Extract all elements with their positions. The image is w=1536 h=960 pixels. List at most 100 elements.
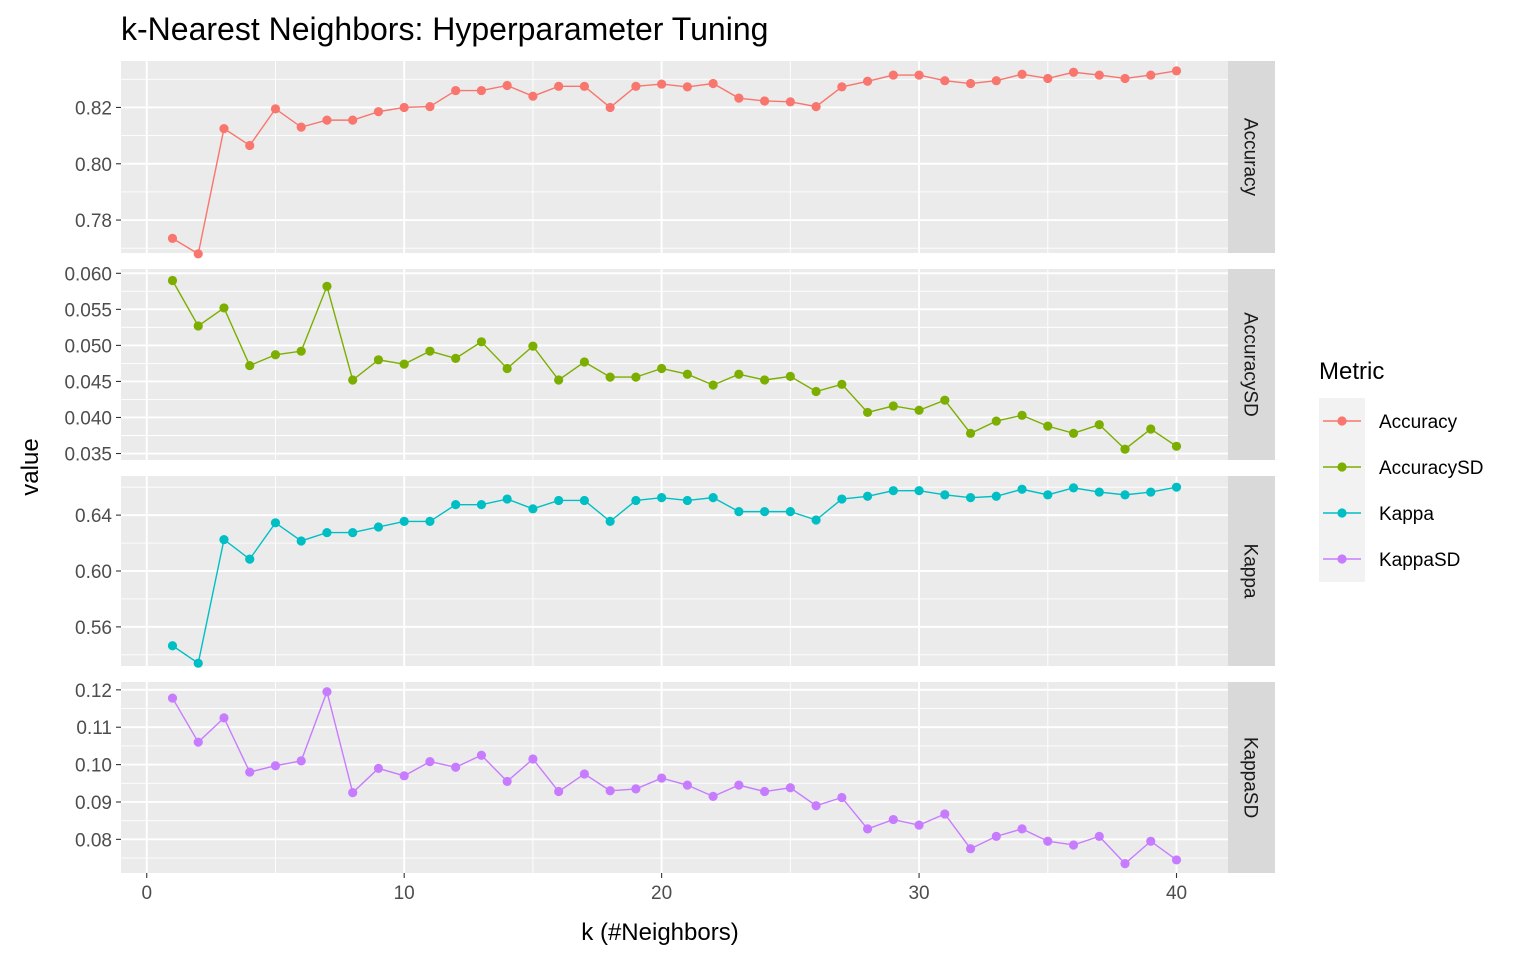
data-point-accuracysd	[991, 416, 1001, 426]
data-point-kappa	[1043, 490, 1053, 500]
x-axis-title: k (#Neighbors)	[581, 919, 738, 946]
data-point-kappasd	[631, 784, 641, 794]
data-point-kappasd	[991, 831, 1001, 841]
data-point-kappasd	[502, 776, 512, 787]
data-point-accuracysd	[1043, 421, 1053, 431]
data-point-accuracy	[451, 85, 461, 96]
data-point-kappa	[425, 516, 435, 527]
data-point-kappasd	[476, 750, 487, 760]
data-point-kappa	[348, 527, 358, 538]
data-point-accuracysd	[425, 346, 435, 356]
data-point-accuracysd	[1017, 410, 1027, 420]
data-point-kappa	[399, 516, 409, 527]
facet-strip	[1228, 269, 1275, 460]
data-point-accuracy	[270, 104, 281, 114]
data-point-kappasd	[965, 844, 976, 854]
series-line-accuracysd	[171, 280, 1177, 451]
data-point-kappasd	[914, 820, 924, 830]
panel-background	[121, 682, 1228, 873]
data-point-accuracy	[991, 76, 1001, 86]
data-point-accuracy	[1171, 66, 1182, 76]
data-point-kappa	[219, 534, 229, 545]
data-point-accuracy	[1043, 73, 1053, 84]
x-tick-label: 20	[651, 883, 672, 904]
data-point-kappa	[167, 641, 178, 651]
data-point-kappa	[296, 536, 306, 546]
data-point-accuracysd	[605, 372, 615, 382]
facet-strip	[1228, 61, 1275, 253]
facet-panels: 0.78 0.80 0.82 Accuracy 0.035 0.040 0.045 0.050…	[64, 61, 1275, 873]
legend-label: Kappa	[1379, 504, 1434, 525]
data-point-accuracysd	[785, 371, 795, 381]
facet-strip-label: Accuracy	[1240, 118, 1261, 197]
data-point-kappasd	[888, 814, 898, 825]
data-point-accuracy	[965, 78, 976, 89]
data-point-accuracy	[785, 97, 795, 107]
data-point-accuracysd	[193, 321, 203, 331]
data-point-kappa	[579, 495, 589, 506]
data-point-accuracy	[167, 233, 178, 243]
data-point-accuracy	[245, 140, 255, 151]
panel-accuracysd: 0.035 0.040 0.045 0.050 0.055 0.060 AccuracySD	[64, 264, 1275, 466]
data-point-kappasd	[245, 767, 255, 777]
data-point-kappa	[914, 486, 924, 496]
data-point-accuracysd	[914, 405, 924, 415]
y-tick-label: 0.56	[75, 618, 112, 639]
data-point-kappa	[476, 500, 487, 510]
data-point-accuracy	[1017, 69, 1027, 79]
panel-kappa: 0.56 0.60 0.64 Kappa	[75, 476, 1275, 668]
data-point-accuracy	[554, 81, 564, 91]
legend: Metric Accuracy AccuracySD Kappa KappaSD	[1319, 358, 1484, 582]
panel-background	[121, 269, 1228, 460]
data-point-accuracy	[425, 102, 435, 112]
data-point-kappa	[965, 493, 976, 503]
data-point-kappa	[734, 507, 744, 517]
data-point-accuracy	[373, 107, 384, 117]
facet-strip-label: AccuracySD	[1240, 312, 1261, 417]
y-tick-label: 0.040	[64, 408, 112, 429]
data-point-kappa	[940, 490, 950, 500]
data-point-kappasd	[425, 757, 435, 767]
data-point-accuracy	[528, 91, 538, 101]
y-tick-label: 0.08	[75, 830, 112, 851]
y-tick-label: 0.11	[76, 718, 112, 739]
data-point-accuracy	[322, 115, 332, 125]
data-point-accuracy	[502, 80, 512, 91]
x-tick-label: 30	[908, 883, 929, 904]
data-point-accuracysd	[296, 346, 306, 356]
data-point-kappasd	[734, 780, 744, 790]
y-tick-label: 0.64	[75, 506, 112, 527]
data-point-accuracy	[605, 102, 615, 113]
y-tick-label: 0.80	[75, 155, 112, 176]
x-tick-label: 0	[141, 883, 152, 904]
data-point-kappasd	[760, 786, 770, 797]
data-point-accuracy	[1146, 70, 1156, 80]
legend-label: KappaSD	[1379, 550, 1460, 571]
data-point-kappa	[785, 507, 795, 517]
data-point-accuracysd	[245, 360, 255, 371]
series-line-kappa	[172, 486, 1177, 665]
data-point-accuracy	[296, 122, 306, 132]
data-point-accuracysd	[270, 350, 281, 360]
data-point-accuracy	[631, 81, 641, 91]
data-point-accuracysd	[167, 275, 178, 286]
y-tick-label: 0.060	[64, 264, 112, 285]
data-point-kappasd	[1094, 831, 1104, 841]
chart-title: k-Nearest Neighbors: Hyperparameter Tuni…	[121, 11, 768, 47]
data-point-accuracy	[1120, 73, 1130, 84]
data-point-kappasd	[657, 773, 667, 783]
data-point-kappa	[528, 504, 538, 514]
data-point-accuracy	[940, 76, 950, 86]
data-point-kappa	[811, 515, 821, 525]
data-point-accuracysd	[1094, 420, 1104, 430]
data-point-accuracysd	[888, 401, 898, 411]
data-point-accuracy	[579, 81, 589, 91]
data-point-kappasd	[528, 754, 538, 764]
data-point-kappa	[270, 518, 281, 528]
legend-item-kappa: Kappa	[1319, 490, 1434, 536]
data-point-kappasd	[862, 824, 873, 834]
data-point-kappa	[1120, 490, 1130, 500]
data-point-accuracysd	[940, 395, 950, 405]
legend-key-point	[1337, 462, 1347, 472]
